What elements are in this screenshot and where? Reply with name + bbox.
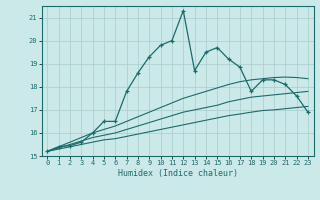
X-axis label: Humidex (Indice chaleur): Humidex (Indice chaleur) <box>118 169 237 178</box>
